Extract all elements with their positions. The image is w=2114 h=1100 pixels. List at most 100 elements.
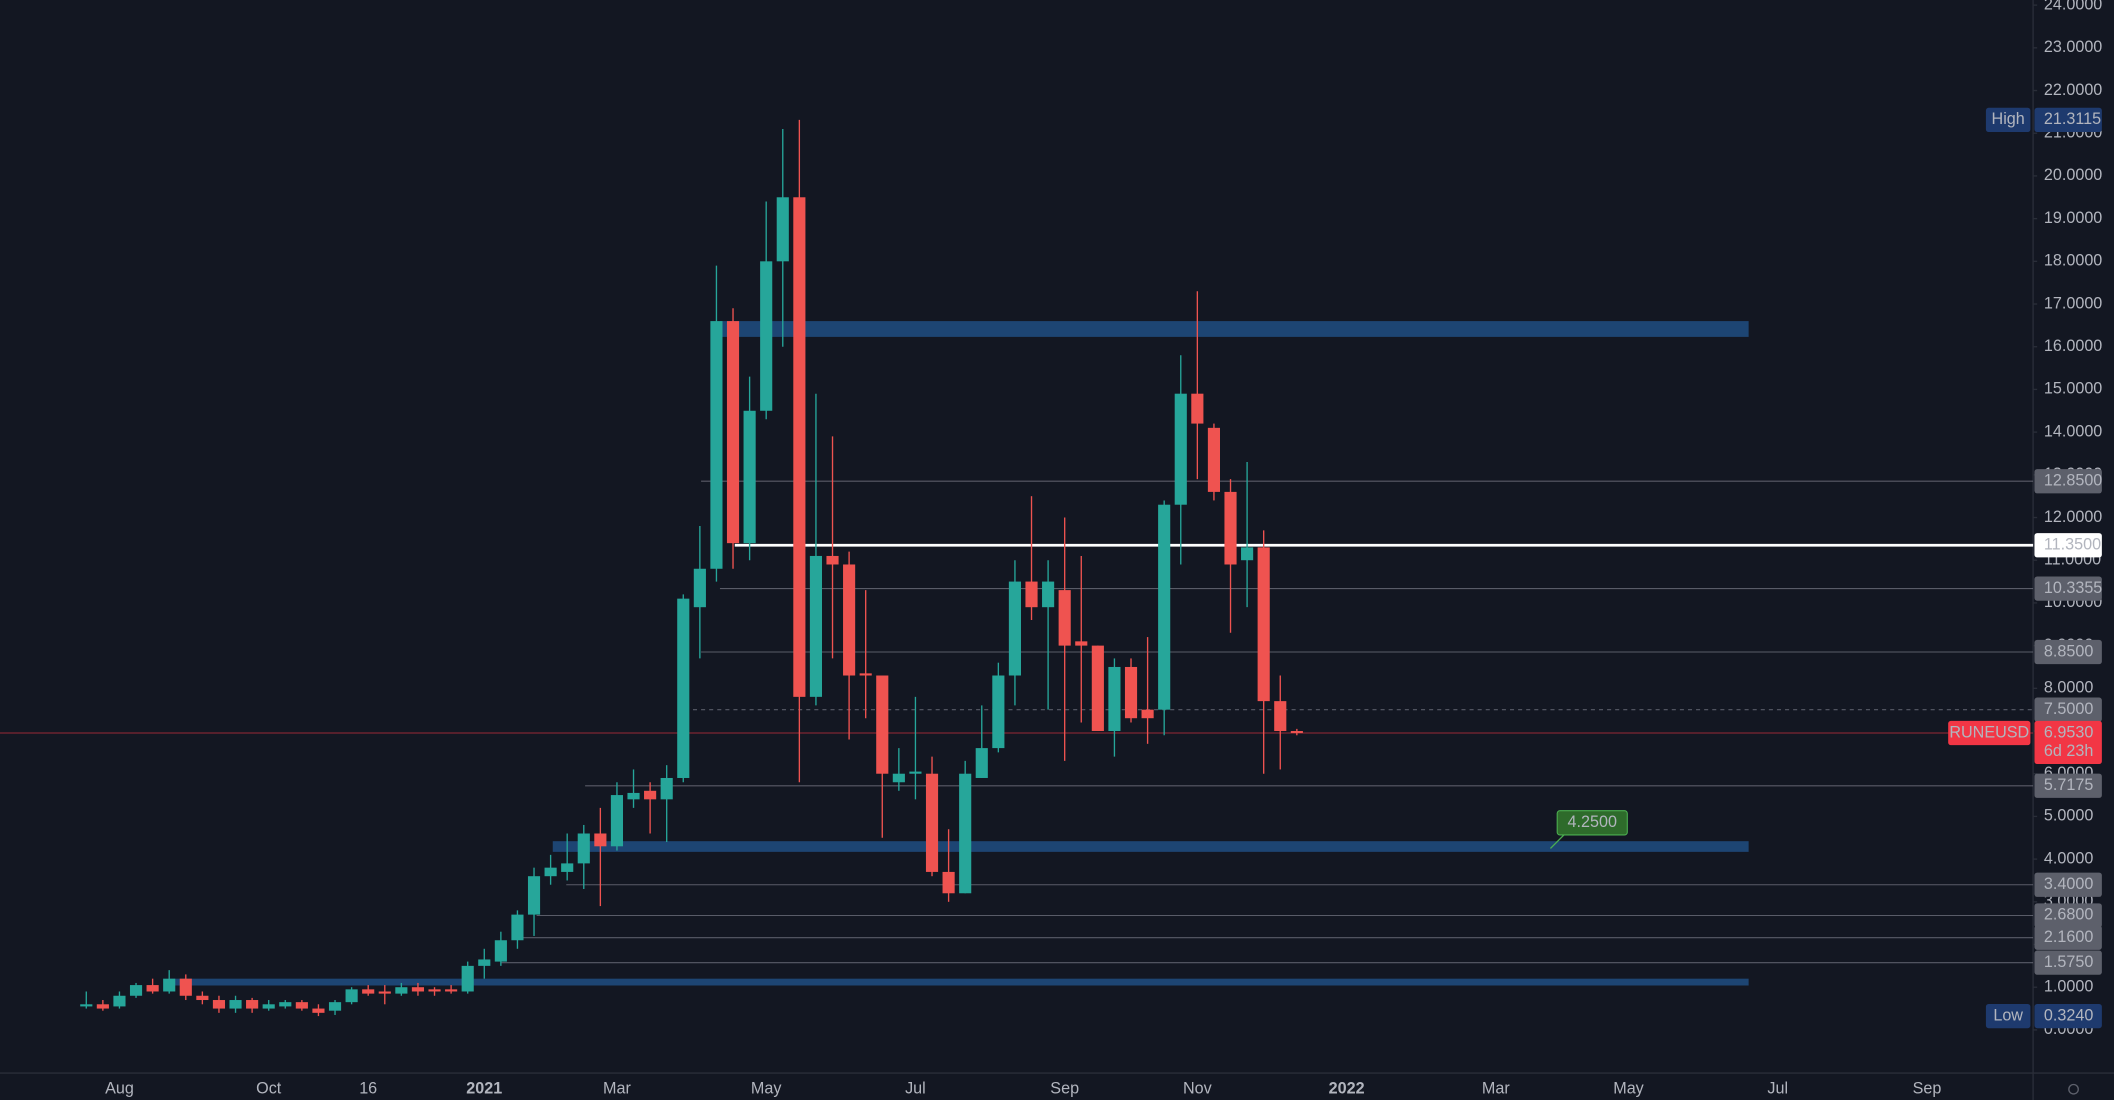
price-line-badge-box [2034, 903, 2102, 928]
y-tick-label: 24.0000 [2044, 0, 2102, 13]
y-tick-label: 19.0000 [2044, 209, 2102, 227]
candle-body [1058, 590, 1071, 646]
y-tick-label: 23.0000 [2044, 38, 2102, 56]
candle-body [1191, 393, 1204, 424]
candle-body [1025, 581, 1038, 608]
candle-body [1158, 504, 1171, 710]
x-tick-label: Mar [1482, 1079, 1510, 1097]
price-line-badge-box [2034, 872, 2102, 897]
candle-body [478, 959, 491, 966]
y-tick-label: 22.0000 [2044, 81, 2102, 99]
level-label-box [1556, 810, 1628, 836]
candle-body [876, 675, 889, 774]
candle-body [146, 985, 159, 992]
price-line-badge-text: 5.7175 [2044, 776, 2093, 794]
candle-body [262, 1004, 275, 1009]
x-tick-label: Jul [905, 1079, 926, 1097]
candle-body [760, 261, 773, 411]
candle-body [627, 792, 640, 800]
low-marker-name-box [1985, 1003, 2031, 1029]
candle-body [279, 1002, 292, 1007]
x-tick-label: Aug [105, 1079, 134, 1097]
x-tick-label: May [1613, 1079, 1644, 1097]
candle-body [113, 995, 126, 1007]
candle-body [693, 568, 706, 608]
candle-body [677, 598, 690, 778]
price-line-badge-text: 11.3500 [2044, 536, 2101, 554]
symbol-name: RUNEUSD [1949, 723, 2029, 741]
candle-body [644, 790, 657, 800]
candle-body [196, 995, 209, 1001]
candle-body [975, 748, 988, 778]
countdown: 6d 23h [2044, 742, 2093, 760]
price-line-badge-text: 2.6800 [2044, 906, 2093, 924]
y-tick-label: 8.0000 [2044, 679, 2093, 697]
candle-body [212, 1000, 226, 1009]
candle-body [942, 871, 955, 894]
candle-body [428, 989, 441, 992]
candle-body [179, 978, 192, 996]
candle-body [776, 197, 789, 262]
price-line-badge-box [2034, 773, 2102, 798]
candle-body [726, 321, 740, 544]
candle-body [544, 867, 557, 877]
high-marker-badge-box [2034, 107, 2102, 133]
candle-body [378, 991, 391, 994]
price-line-badge-box [2034, 533, 2102, 558]
candle-body [362, 989, 375, 994]
candle-body [411, 987, 425, 992]
y-tick-label: 5.0000 [2044, 807, 2093, 825]
price-line-badge-box [2034, 950, 2102, 975]
zone [169, 978, 1749, 986]
price-line-badge-text: 10.3355 [2044, 579, 2102, 597]
y-tick-label: 14.0000 [2044, 422, 2102, 440]
candle-body [445, 989, 458, 992]
candle-body [909, 771, 922, 774]
x-tick-label: 2022 [1329, 1079, 1365, 1097]
candle-body [1207, 427, 1220, 492]
x-tick-label: Nov [1183, 1079, 1213, 1097]
candle-body [96, 1004, 109, 1009]
high-marker-name: High [1992, 110, 2025, 128]
y-tick-label: 17.0000 [2044, 294, 2102, 312]
candle-body [925, 773, 939, 872]
candle-body [1141, 709, 1154, 719]
candle-body [660, 777, 673, 800]
high-marker-badge-text: 21.3115 [2044, 110, 2101, 128]
x-tick-label: Mar [603, 1079, 631, 1097]
candle-body [1008, 581, 1022, 676]
x-tick-label: Sep [1913, 1079, 1942, 1097]
settings-icon[interactable] [2068, 1083, 2079, 1095]
candle-body [1174, 393, 1187, 505]
level-pointer [1549, 834, 1565, 849]
candle-body [511, 914, 524, 941]
candle-body [328, 1002, 342, 1011]
y-tick-label: 18.0000 [2044, 252, 2102, 270]
price-line-badge-box [2034, 697, 2102, 722]
candle-body [129, 985, 143, 996]
price-line-badge-box [2034, 639, 2102, 665]
y-tick-label: 12.0000 [2044, 508, 2102, 526]
candle-body [295, 1002, 308, 1009]
candle-body [1042, 581, 1055, 608]
price-line-badge-text: 1.5750 [2044, 953, 2093, 971]
low-marker-name: Low [1993, 1006, 2023, 1024]
candle-body [610, 795, 624, 847]
y-tick-label: 15.0000 [2044, 380, 2102, 398]
candle-body [1241, 547, 1254, 561]
price-line-badge-box [2034, 576, 2102, 601]
price-line-badge-text: 8.8500 [2044, 642, 2093, 660]
candle-body [793, 197, 806, 697]
x-tick-label: Jul [1767, 1079, 1788, 1097]
candle-body [1091, 645, 1104, 732]
y-tick-label: 16.0000 [2044, 337, 2102, 355]
candle-body [163, 978, 176, 992]
x-tick-label: Sep [1050, 1079, 1079, 1097]
candle-body [843, 564, 856, 676]
candle-body [859, 673, 872, 676]
candle-body [959, 773, 972, 894]
candle-body [229, 1000, 242, 1009]
